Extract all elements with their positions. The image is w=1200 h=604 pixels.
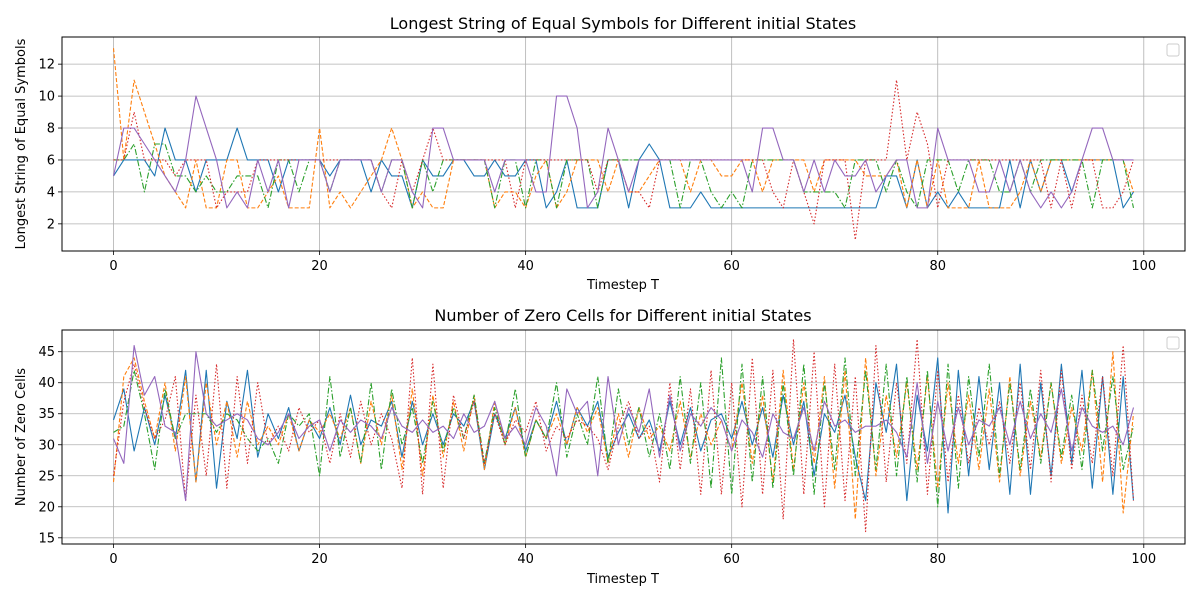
- series-line-5: [113, 344, 1135, 502]
- y-tick-label: 30: [38, 438, 55, 453]
- y-tick-label: 40: [38, 376, 55, 391]
- series-line-3: [113, 143, 1135, 209]
- x-tick-label: 40: [517, 552, 534, 567]
- series-line-5: [112, 95, 1134, 209]
- x-axis-label: Timestep T: [586, 278, 659, 293]
- x-axis-label: Timestep T: [586, 572, 659, 587]
- x-tick-label: 20: [311, 259, 328, 274]
- x-tick-label: 100: [1131, 552, 1156, 567]
- x-tick-label: 40: [517, 259, 534, 274]
- x-tick-label: 60: [723, 259, 740, 274]
- axes-frame: [61, 329, 1186, 545]
- y-tick-label: 10: [38, 90, 55, 105]
- y-tick-label: 15: [38, 531, 55, 546]
- tick-group: 0 20 40 60 80 100 2 4 6 8 10 12: [38, 58, 1156, 274]
- x-tick-label: 60: [723, 552, 740, 567]
- tick-group: 0 20 40 60 80 100 15 20 25 30 35 40 45: [38, 345, 1156, 567]
- y-axis-label: Number of Zero Cells: [14, 368, 29, 506]
- x-tick-label: 0: [109, 259, 117, 274]
- chart-zero-cells: 0 20 40 60 80 100 15 20 25 30 35 40 45 Number of Zer…: [14, 306, 1186, 587]
- y-tick-label: 45: [38, 345, 55, 360]
- x-tick-label: 20: [311, 552, 328, 567]
- y-tick-label: 6: [47, 153, 55, 168]
- axes-frame: [61, 36, 1186, 252]
- chart-title: Longest String of Equal Symbols for Diff…: [390, 14, 856, 33]
- y-tick-label: 20: [38, 500, 55, 515]
- series-line-1: [113, 127, 1134, 209]
- plot-area: [62, 37, 1185, 251]
- y-tick-label: 2: [47, 217, 55, 232]
- legend-box: [1166, 336, 1180, 350]
- y-tick-label: 4: [47, 185, 55, 200]
- x-tick-label: 80: [929, 259, 946, 274]
- series-group: [112, 48, 1135, 241]
- x-tick-label: 80: [929, 552, 946, 567]
- y-tick-label: 12: [38, 58, 55, 73]
- chart-longest-string: 0 20 40 60 80 100 2 4 6 8 10 12 Longest String of E…: [14, 14, 1186, 293]
- y-axis-label: Longest String of Equal Symbols: [14, 38, 29, 249]
- x-tick-label: 100: [1131, 259, 1156, 274]
- legend-box: [1166, 43, 1180, 57]
- y-tick-label: 8: [47, 122, 55, 137]
- chart-title: Number of Zero Cells for Different initi…: [434, 306, 811, 325]
- series-line-4: [112, 338, 1135, 533]
- series-group: [112, 338, 1135, 533]
- y-tick-label: 35: [38, 407, 55, 422]
- y-tick-label: 25: [38, 469, 55, 484]
- x-tick-label: 0: [109, 552, 117, 567]
